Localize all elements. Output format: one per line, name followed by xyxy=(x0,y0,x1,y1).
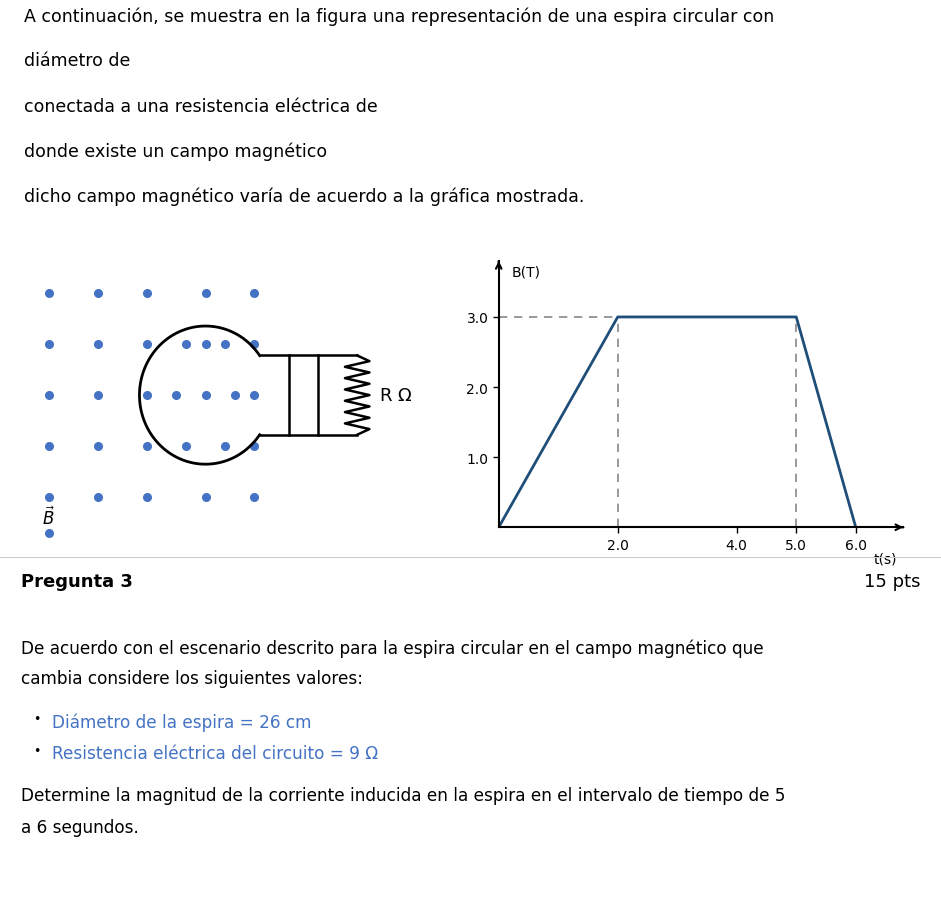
Text: $\vec{B}$: $\vec{B}$ xyxy=(42,506,56,529)
Text: Determine la magnitud de la corriente inducida en la espira en el intervalo de t: Determine la magnitud de la corriente in… xyxy=(21,787,785,805)
Text: B(T): B(T) xyxy=(512,265,541,279)
Text: diámetro de: diámetro de xyxy=(24,52,136,70)
Text: Diámetro de la espira = 26 cm: Diámetro de la espira = 26 cm xyxy=(52,713,311,732)
Text: Pregunta 3: Pregunta 3 xyxy=(21,572,133,590)
Text: cambia considere los siguientes valores:: cambia considere los siguientes valores: xyxy=(21,670,362,687)
Text: dicho campo magnético varía de acuerdo a la gráfica mostrada.: dicho campo magnético varía de acuerdo a… xyxy=(24,188,584,206)
Text: •: • xyxy=(33,713,40,725)
Text: De acuerdo con el escenario descrito para la espira circular en el campo magnéti: De acuerdo con el escenario descrito par… xyxy=(21,639,763,658)
Text: •: • xyxy=(33,744,40,757)
Text: conectada a una resistencia eléctrica de: conectada a una resistencia eléctrica de xyxy=(24,97,383,115)
Text: a 6 segundos.: a 6 segundos. xyxy=(21,818,138,835)
Text: A continuación, se muestra en la figura una representación de una espira circula: A continuación, se muestra en la figura … xyxy=(24,7,774,26)
Text: 15 pts: 15 pts xyxy=(864,572,920,590)
Text: Resistencia eléctrica del circuito = 9 Ω: Resistencia eléctrica del circuito = 9 Ω xyxy=(52,744,378,761)
Text: donde existe un campo magnético: donde existe un campo magnético xyxy=(24,143,332,161)
Bar xyxy=(289,356,318,436)
Text: t(s): t(s) xyxy=(874,552,898,566)
Text: R $\Omega$: R $\Omega$ xyxy=(379,387,412,405)
